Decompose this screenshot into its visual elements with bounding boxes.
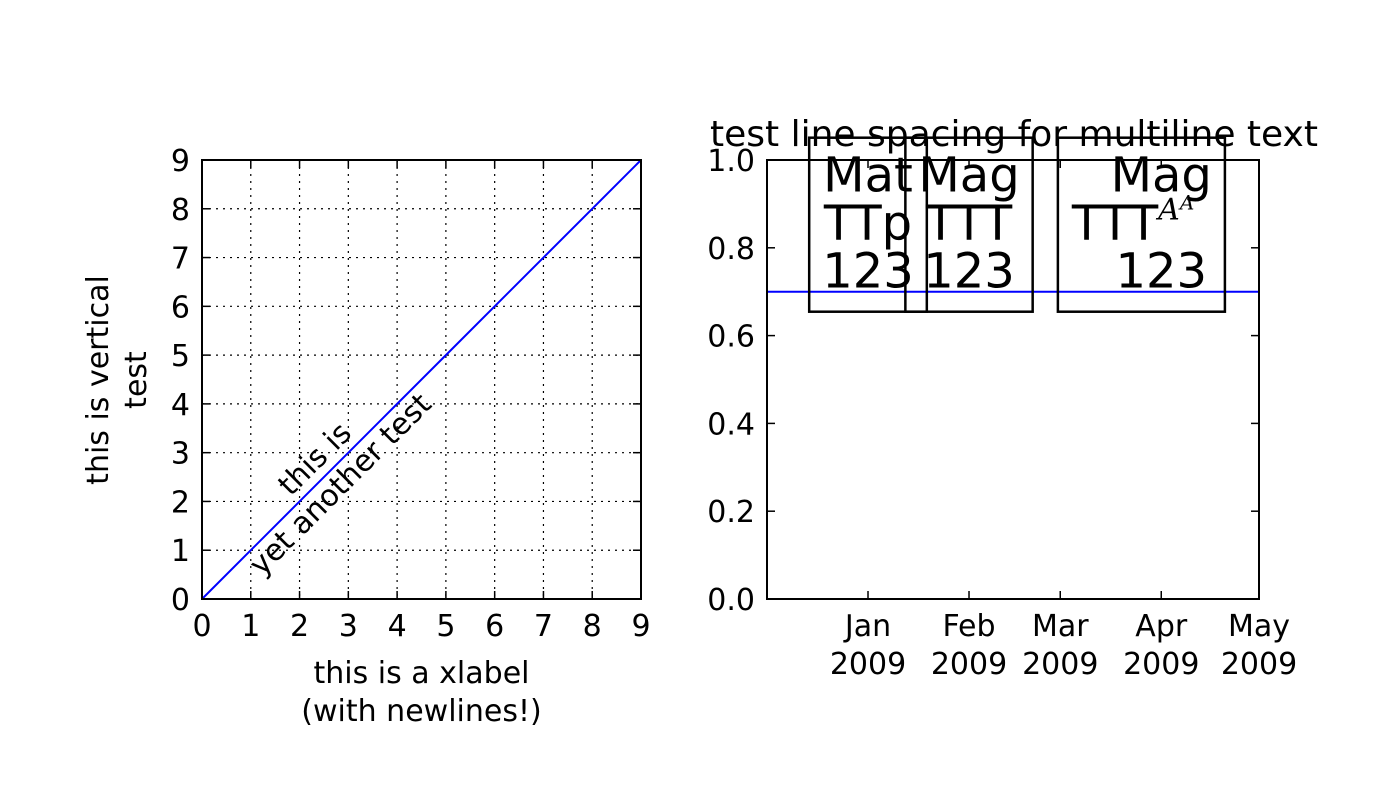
left-axes-frame: [201, 159, 642, 600]
right-y-tick-label: 1.0: [707, 144, 755, 179]
right-y-tick-label: 0.8: [707, 232, 755, 267]
right-x-tick-label: Jan 2009: [830, 609, 906, 682]
annotation-box-frame: [904, 136, 1034, 313]
left-x-tick-label: 3: [339, 609, 358, 644]
right-annotation-box: Mag TTTAA 123: [1056, 136, 1227, 313]
left-series: [201, 159, 642, 600]
right-x-tick-label: May 2009: [1221, 609, 1297, 682]
annotation-box-text: Mat TTp 123: [822, 148, 914, 300]
annotation-box-text: Mag TTTAA 123: [1071, 148, 1212, 300]
left-x-tick-label: 8: [583, 609, 602, 644]
left-y-tick-label: 3: [171, 437, 190, 472]
left-x-tick-label: 9: [631, 609, 650, 644]
right-y-tick-label: 0.4: [707, 407, 755, 442]
left-x-tick-label: 1: [241, 609, 260, 644]
right-y-tick-label: 0.0: [707, 583, 755, 618]
right-y-tick-label: 0.6: [707, 320, 755, 355]
annotation-box-frame: [807, 136, 929, 313]
left-y-tick-label: 5: [171, 339, 190, 374]
left-series-line: [201, 159, 642, 600]
annotation-box-text: Mag TTT 123: [918, 148, 1019, 300]
right-chart-title: test line spacing for multiline text: [710, 114, 1318, 155]
left-y-tick-label: 9: [171, 144, 190, 179]
left-y-axis-label: this is vertical test: [81, 275, 154, 485]
left-x-tick-label: 6: [485, 609, 504, 644]
left-y-tick-label: 6: [171, 290, 190, 325]
left-y-tick-label: 1: [171, 534, 190, 569]
right-y-tick-label: 0.2: [707, 495, 755, 530]
right-annotation-box: Mag TTT 123: [904, 136, 1034, 313]
left-y-tick-label: 7: [171, 242, 190, 277]
left-y-tick-label: 4: [171, 388, 190, 423]
left-x-tick-label: 7: [534, 609, 553, 644]
right-x-tick-label: Feb 2009: [931, 609, 1007, 682]
left-x-tick-label: 4: [388, 609, 407, 644]
left-y-tick-label: 0: [171, 583, 190, 618]
left-x-tick-label: 2: [290, 609, 309, 644]
left-x-tick-label: 5: [436, 609, 455, 644]
left-y-tick-label: 2: [171, 485, 190, 520]
right-annotation-box: Mat TTp 123: [807, 136, 929, 313]
left-y-tick-label: 8: [171, 193, 190, 228]
right-x-tick-label: Mar 2009: [1022, 609, 1098, 682]
annotation-box-frame: [1056, 136, 1227, 313]
left-x-tick-label: 0: [192, 609, 211, 644]
left-x-axis-label: this is a xlabel (with newlines!): [301, 656, 541, 729]
right-axes-frame: [766, 159, 1260, 600]
right-x-tick-label: Apr 2009: [1123, 609, 1199, 682]
